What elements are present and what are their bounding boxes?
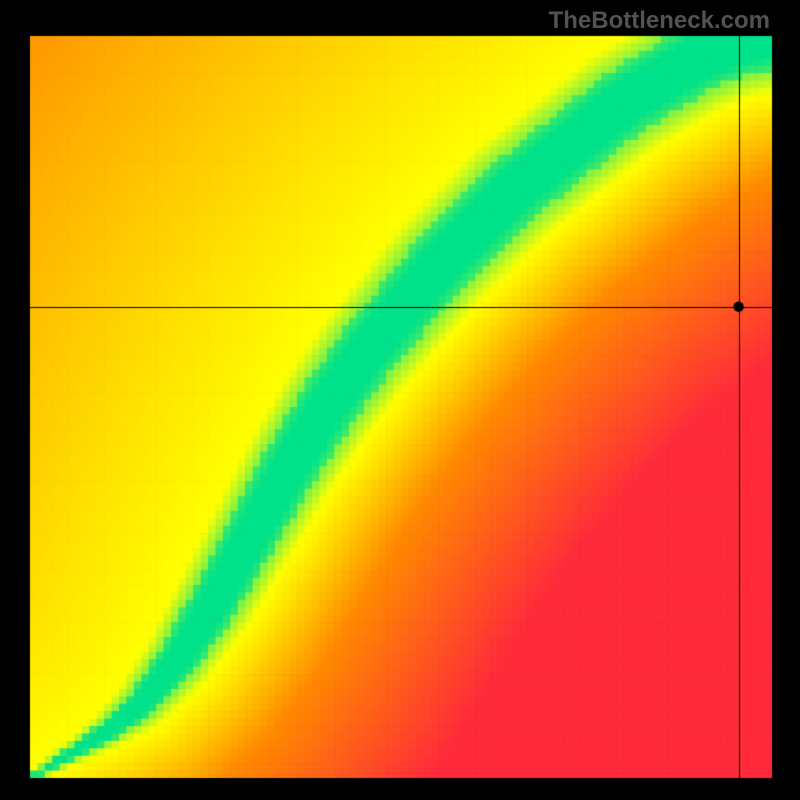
watermark-text: TheBottleneck.com xyxy=(549,7,770,35)
chart-stage: TheBottleneck.com xyxy=(0,0,800,800)
bottleneck-heatmap xyxy=(0,0,800,800)
